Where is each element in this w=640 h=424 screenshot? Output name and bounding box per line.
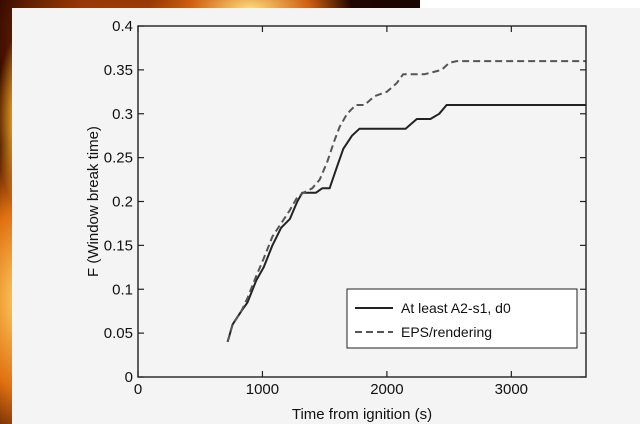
plot-frame bbox=[137, 25, 587, 378]
y-tick-label: 0.05 bbox=[104, 325, 133, 342]
y-axis-label: F (Window break time) bbox=[85, 126, 102, 277]
x-axis-label: Time from ignition (s) bbox=[292, 406, 432, 423]
y-tick-label: 0.3 bbox=[112, 106, 133, 123]
series-line-eps-rendering bbox=[226, 60, 586, 343]
chart-panel: 0 1000 2000 3000 0 0.05 0.1 0.15 0.2 0.25 0.3 0.35 0… bbox=[12, 8, 640, 424]
series-line-at-least-a2-s1-d0 bbox=[226, 104, 586, 343]
legend: At least A2-s1, d0 EPS/rendering bbox=[346, 288, 578, 349]
y-tick-label: 0 bbox=[125, 369, 133, 386]
x-tick-label: 3000 bbox=[495, 381, 528, 398]
legend-entry-label: At least A2-s1, d0 bbox=[401, 300, 511, 316]
series-layer bbox=[226, 60, 586, 343]
x-tick-label: 2000 bbox=[370, 381, 403, 398]
x-tick-label: 1000 bbox=[246, 381, 279, 398]
legend-box bbox=[346, 288, 578, 349]
y-tick-label: 0.25 bbox=[104, 150, 133, 167]
y-tick-label: 0.2 bbox=[112, 194, 133, 211]
line-chart: 0 1000 2000 3000 0 0.05 0.1 0.15 0.2 0.25 0.3 0.35 0… bbox=[85, 18, 587, 423]
x-tick-label: 0 bbox=[134, 381, 142, 398]
y-tick-label: 0.15 bbox=[104, 237, 133, 254]
y-tick-label: 0.35 bbox=[104, 62, 133, 79]
y-tick-label: 0.4 bbox=[112, 18, 133, 35]
y-tick-label: 0.1 bbox=[112, 281, 133, 298]
ticks-layer: 0 1000 2000 3000 0 0.05 0.1 0.15 0.2 0.25 0.3 0.35 0… bbox=[104, 18, 586, 398]
legend-entry-label: EPS/rendering bbox=[401, 324, 492, 340]
